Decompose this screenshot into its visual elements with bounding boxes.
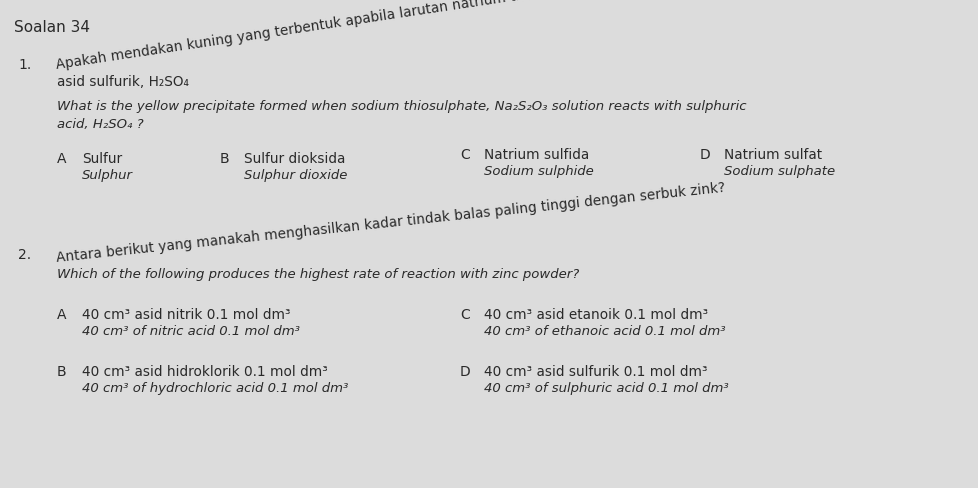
Text: 40 cm³ asid etanoik 0.1 mol dm³: 40 cm³ asid etanoik 0.1 mol dm³ <box>483 307 707 321</box>
Text: 40 cm³ asid nitrik 0.1 mol dm³: 40 cm³ asid nitrik 0.1 mol dm³ <box>82 307 290 321</box>
Text: Sulphur: Sulphur <box>82 169 133 182</box>
Text: B: B <box>57 364 67 378</box>
Text: Natrium sulfida: Natrium sulfida <box>483 148 589 162</box>
Text: B: B <box>220 152 230 165</box>
Text: acid, H₂SO₄ ?: acid, H₂SO₄ ? <box>57 118 144 131</box>
Text: 40 cm³ of sulphuric acid 0.1 mol dm³: 40 cm³ of sulphuric acid 0.1 mol dm³ <box>483 381 728 394</box>
Text: asid sulfurik, H₂SO₄: asid sulfurik, H₂SO₄ <box>57 75 189 89</box>
Text: Sodium sulphide: Sodium sulphide <box>483 164 593 178</box>
Text: 40 cm³ asid sulfurik 0.1 mol dm³: 40 cm³ asid sulfurik 0.1 mol dm³ <box>483 364 707 378</box>
Text: 40 cm³ of ethanoic acid 0.1 mol dm³: 40 cm³ of ethanoic acid 0.1 mol dm³ <box>483 325 725 337</box>
Text: 40 cm³ asid hidroklorik 0.1 mol dm³: 40 cm³ asid hidroklorik 0.1 mol dm³ <box>82 364 328 378</box>
Text: Which of the following produces the highest rate of reaction with zinc powder?: Which of the following produces the high… <box>57 267 579 281</box>
Text: 2.: 2. <box>18 247 31 262</box>
Text: 1.: 1. <box>18 58 31 72</box>
Text: Sodium sulphate: Sodium sulphate <box>724 164 834 178</box>
Text: A: A <box>57 307 67 321</box>
Text: C: C <box>460 307 469 321</box>
Text: 40 cm³ of nitric acid 0.1 mol dm³: 40 cm³ of nitric acid 0.1 mol dm³ <box>82 325 299 337</box>
Text: 40 cm³ of hydrochloric acid 0.1 mol dm³: 40 cm³ of hydrochloric acid 0.1 mol dm³ <box>82 381 348 394</box>
Text: D: D <box>460 364 470 378</box>
Text: Sulphur dioxide: Sulphur dioxide <box>244 169 347 182</box>
Text: Soalan 34: Soalan 34 <box>14 20 90 35</box>
Text: Apakah mendakan kuning yang terbentuk apabila larutan natrium tiosulfat, Na₂S₂O₃: Apakah mendakan kuning yang terbentuk ap… <box>55 0 792 72</box>
Text: D: D <box>699 148 710 162</box>
Text: Natrium sulfat: Natrium sulfat <box>724 148 822 162</box>
Text: C: C <box>460 148 469 162</box>
Text: A: A <box>57 152 67 165</box>
Text: What is the yellow precipitate formed when sodium thiosulphate, Na₂S₂O₃ solution: What is the yellow precipitate formed wh… <box>57 100 746 113</box>
Text: Sulfur dioksida: Sulfur dioksida <box>244 152 345 165</box>
Text: Antara berikut yang manakah menghasilkan kadar tindak balas paling tinggi dengan: Antara berikut yang manakah menghasilkan… <box>56 181 726 264</box>
Text: Sulfur: Sulfur <box>82 152 122 165</box>
